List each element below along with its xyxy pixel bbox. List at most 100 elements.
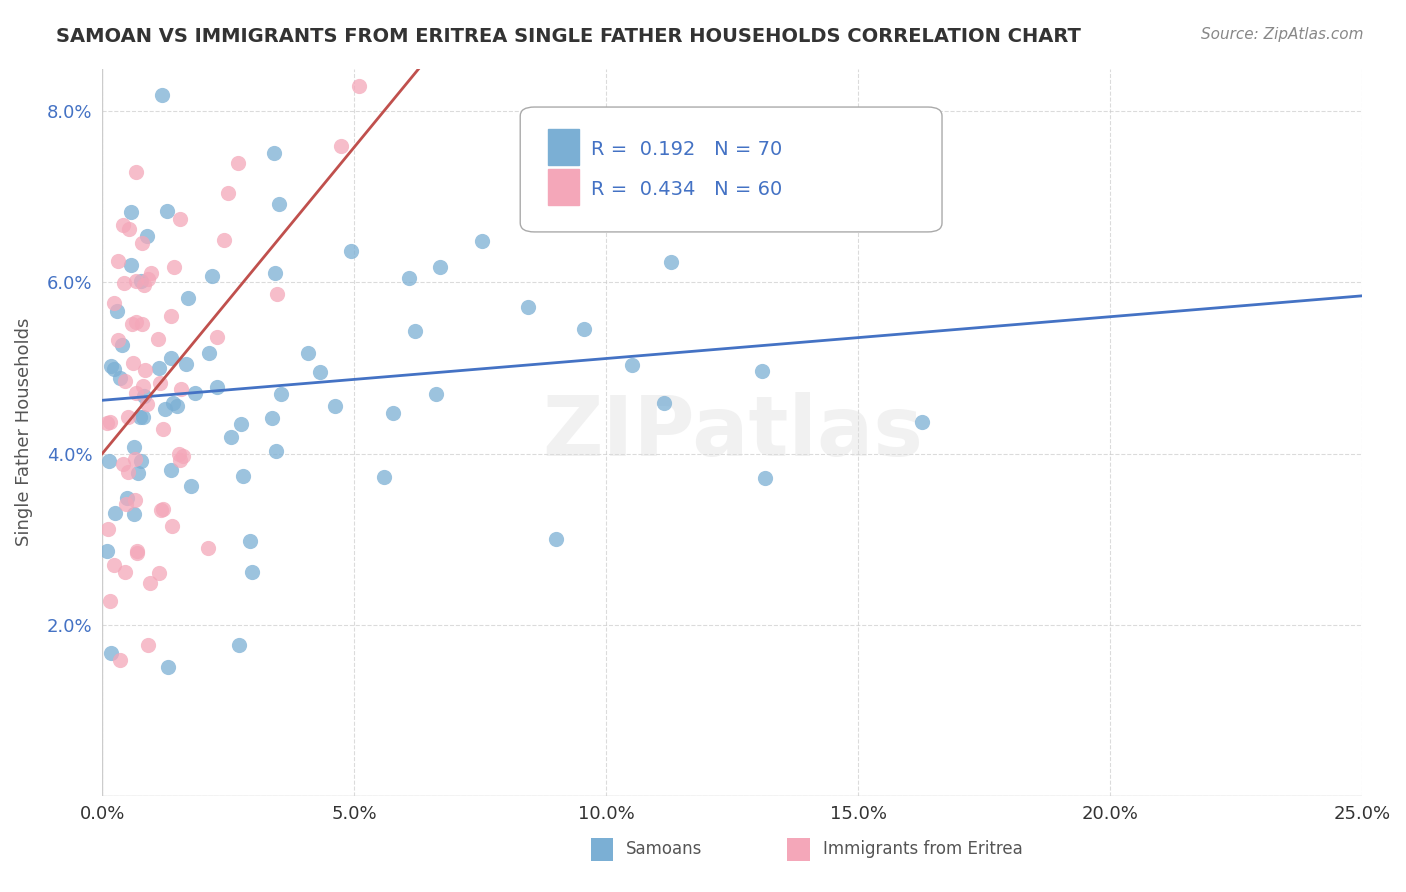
Y-axis label: Single Father Households: Single Father Households bbox=[15, 318, 32, 546]
Point bbox=[97, 454, 120, 468]
Point bbox=[134, 363, 156, 377]
Point bbox=[169, 453, 191, 467]
Point bbox=[105, 304, 128, 318]
Point bbox=[180, 479, 202, 493]
Point bbox=[198, 346, 221, 360]
Point bbox=[108, 371, 131, 385]
Point bbox=[132, 409, 155, 424]
Point bbox=[153, 401, 176, 416]
Point bbox=[129, 274, 152, 288]
Point bbox=[205, 330, 228, 344]
Point bbox=[103, 558, 125, 572]
Point bbox=[170, 383, 193, 397]
Point bbox=[156, 660, 179, 674]
Point bbox=[148, 361, 170, 376]
Point bbox=[127, 467, 149, 481]
Point bbox=[117, 465, 139, 479]
Point bbox=[239, 533, 262, 548]
Point bbox=[398, 271, 420, 285]
Point bbox=[108, 653, 131, 667]
Point bbox=[112, 276, 135, 290]
Point bbox=[621, 358, 644, 372]
Point bbox=[266, 286, 288, 301]
Point bbox=[323, 399, 346, 413]
Text: Source: ZipAtlas.com: Source: ZipAtlas.com bbox=[1201, 27, 1364, 42]
Point bbox=[207, 380, 229, 394]
Point bbox=[149, 376, 172, 390]
Point bbox=[100, 359, 122, 374]
Point bbox=[160, 309, 183, 323]
Point bbox=[100, 646, 122, 660]
Point bbox=[107, 253, 129, 268]
Point bbox=[111, 219, 134, 233]
Point bbox=[263, 145, 285, 160]
Point bbox=[309, 365, 332, 379]
Point bbox=[425, 387, 447, 401]
Point bbox=[115, 491, 138, 505]
Point bbox=[121, 317, 143, 331]
Point bbox=[139, 266, 162, 280]
Point bbox=[136, 229, 159, 244]
Point bbox=[229, 417, 252, 432]
Point bbox=[184, 386, 207, 401]
Text: R =  0.434   N = 60: R = 0.434 N = 60 bbox=[591, 180, 782, 200]
Point bbox=[136, 272, 159, 286]
Point bbox=[96, 416, 118, 430]
Point bbox=[226, 156, 249, 170]
Point bbox=[160, 463, 183, 477]
Point bbox=[124, 451, 146, 466]
Point bbox=[120, 205, 142, 219]
Text: SAMOAN VS IMMIGRANTS FROM ERITREA SINGLE FATHER HOUSEHOLDS CORRELATION CHART: SAMOAN VS IMMIGRANTS FROM ERITREA SINGLE… bbox=[56, 27, 1081, 45]
Point bbox=[263, 266, 285, 280]
Point bbox=[131, 317, 153, 331]
Point bbox=[160, 519, 183, 533]
Point bbox=[124, 507, 146, 521]
Point bbox=[754, 471, 776, 485]
Point bbox=[232, 468, 254, 483]
Point bbox=[148, 566, 170, 580]
Point bbox=[270, 387, 292, 401]
Text: Immigrants from Eritrea: Immigrants from Eritrea bbox=[823, 840, 1022, 858]
Point bbox=[97, 523, 120, 537]
Point bbox=[132, 379, 155, 393]
Point bbox=[373, 470, 395, 484]
Point bbox=[124, 492, 146, 507]
Point bbox=[659, 255, 682, 269]
Point bbox=[139, 576, 162, 591]
Point bbox=[228, 639, 250, 653]
Point bbox=[124, 441, 146, 455]
Point bbox=[152, 502, 174, 516]
Point bbox=[163, 260, 186, 275]
Point bbox=[751, 364, 773, 378]
Point bbox=[134, 389, 156, 403]
Text: Samoans: Samoans bbox=[626, 840, 702, 858]
Point bbox=[131, 235, 153, 250]
Point bbox=[347, 78, 370, 93]
Point bbox=[125, 546, 148, 560]
Point bbox=[111, 338, 134, 352]
Point bbox=[404, 324, 426, 338]
Point bbox=[297, 346, 319, 360]
Point bbox=[124, 315, 146, 329]
Point bbox=[114, 375, 136, 389]
Point bbox=[125, 274, 148, 288]
Point bbox=[177, 291, 200, 305]
Point bbox=[471, 234, 494, 248]
Point bbox=[330, 139, 353, 153]
Text: R =  0.192   N = 70: R = 0.192 N = 70 bbox=[591, 140, 782, 160]
Point bbox=[118, 221, 141, 235]
Point bbox=[129, 409, 152, 424]
Point bbox=[159, 351, 181, 366]
Point bbox=[146, 332, 169, 346]
Point bbox=[544, 532, 567, 546]
Point bbox=[167, 447, 190, 461]
Point bbox=[340, 244, 363, 258]
Point bbox=[264, 443, 287, 458]
Point bbox=[129, 453, 152, 467]
Point bbox=[125, 385, 148, 400]
Point bbox=[112, 457, 135, 471]
Text: ZIPatlas: ZIPatlas bbox=[541, 392, 922, 473]
Point bbox=[169, 212, 191, 227]
Point bbox=[127, 543, 149, 558]
Point bbox=[910, 415, 932, 429]
